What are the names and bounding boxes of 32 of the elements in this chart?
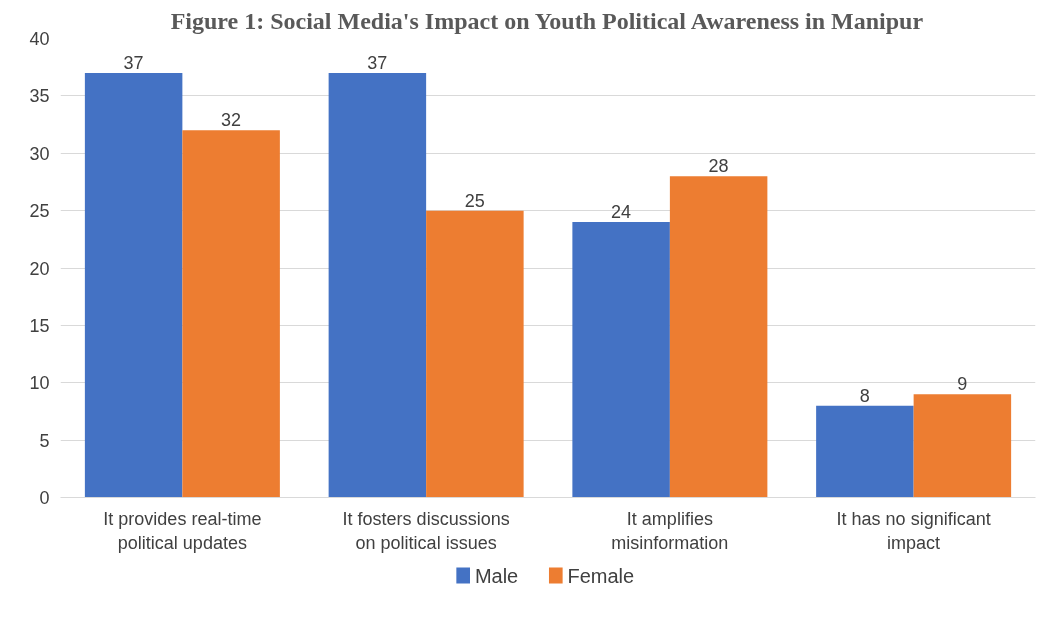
y-tick-label: 30 [29, 143, 50, 164]
data-label: 8 [859, 385, 870, 406]
bar [816, 405, 914, 498]
x-tick-label: It amplifies misinformation [611, 508, 729, 553]
bar [182, 130, 280, 498]
data-label: 32 [221, 110, 242, 131]
y-tick-label: 5 [39, 430, 50, 451]
legend-label: Female [567, 564, 635, 587]
chart-title: Figure 1: Social Media's Impact on Youth Political Awareness in Manipur [170, 7, 924, 34]
legend-label: Male [474, 564, 519, 587]
y-tick-label: 25 [29, 201, 50, 222]
x-tick-label: It provides real-time political updates [103, 508, 262, 553]
data-label: 9 [957, 374, 968, 395]
bar [669, 176, 768, 498]
y-tick-label: 40 [29, 29, 50, 49]
bar [84, 72, 183, 498]
bar [426, 210, 524, 498]
y-tick-label: 15 [29, 315, 50, 336]
y-tick-label: 10 [29, 373, 50, 394]
x-tick-label: It fosters discussions on political issues [342, 508, 510, 553]
y-tick-label: 20 [29, 258, 50, 279]
bar [572, 222, 670, 498]
y-tick-label: 35 [29, 86, 50, 107]
y-tick-label: 0 [39, 488, 50, 508]
bar [913, 394, 1012, 498]
bar [328, 72, 427, 498]
x-tick-label: It has no significant impact [836, 508, 991, 553]
data-label: 37 [367, 52, 388, 73]
data-label: 24 [611, 202, 632, 223]
data-label: 37 [123, 52, 144, 73]
data-label: 28 [708, 156, 729, 177]
data-label: 25 [464, 190, 485, 211]
